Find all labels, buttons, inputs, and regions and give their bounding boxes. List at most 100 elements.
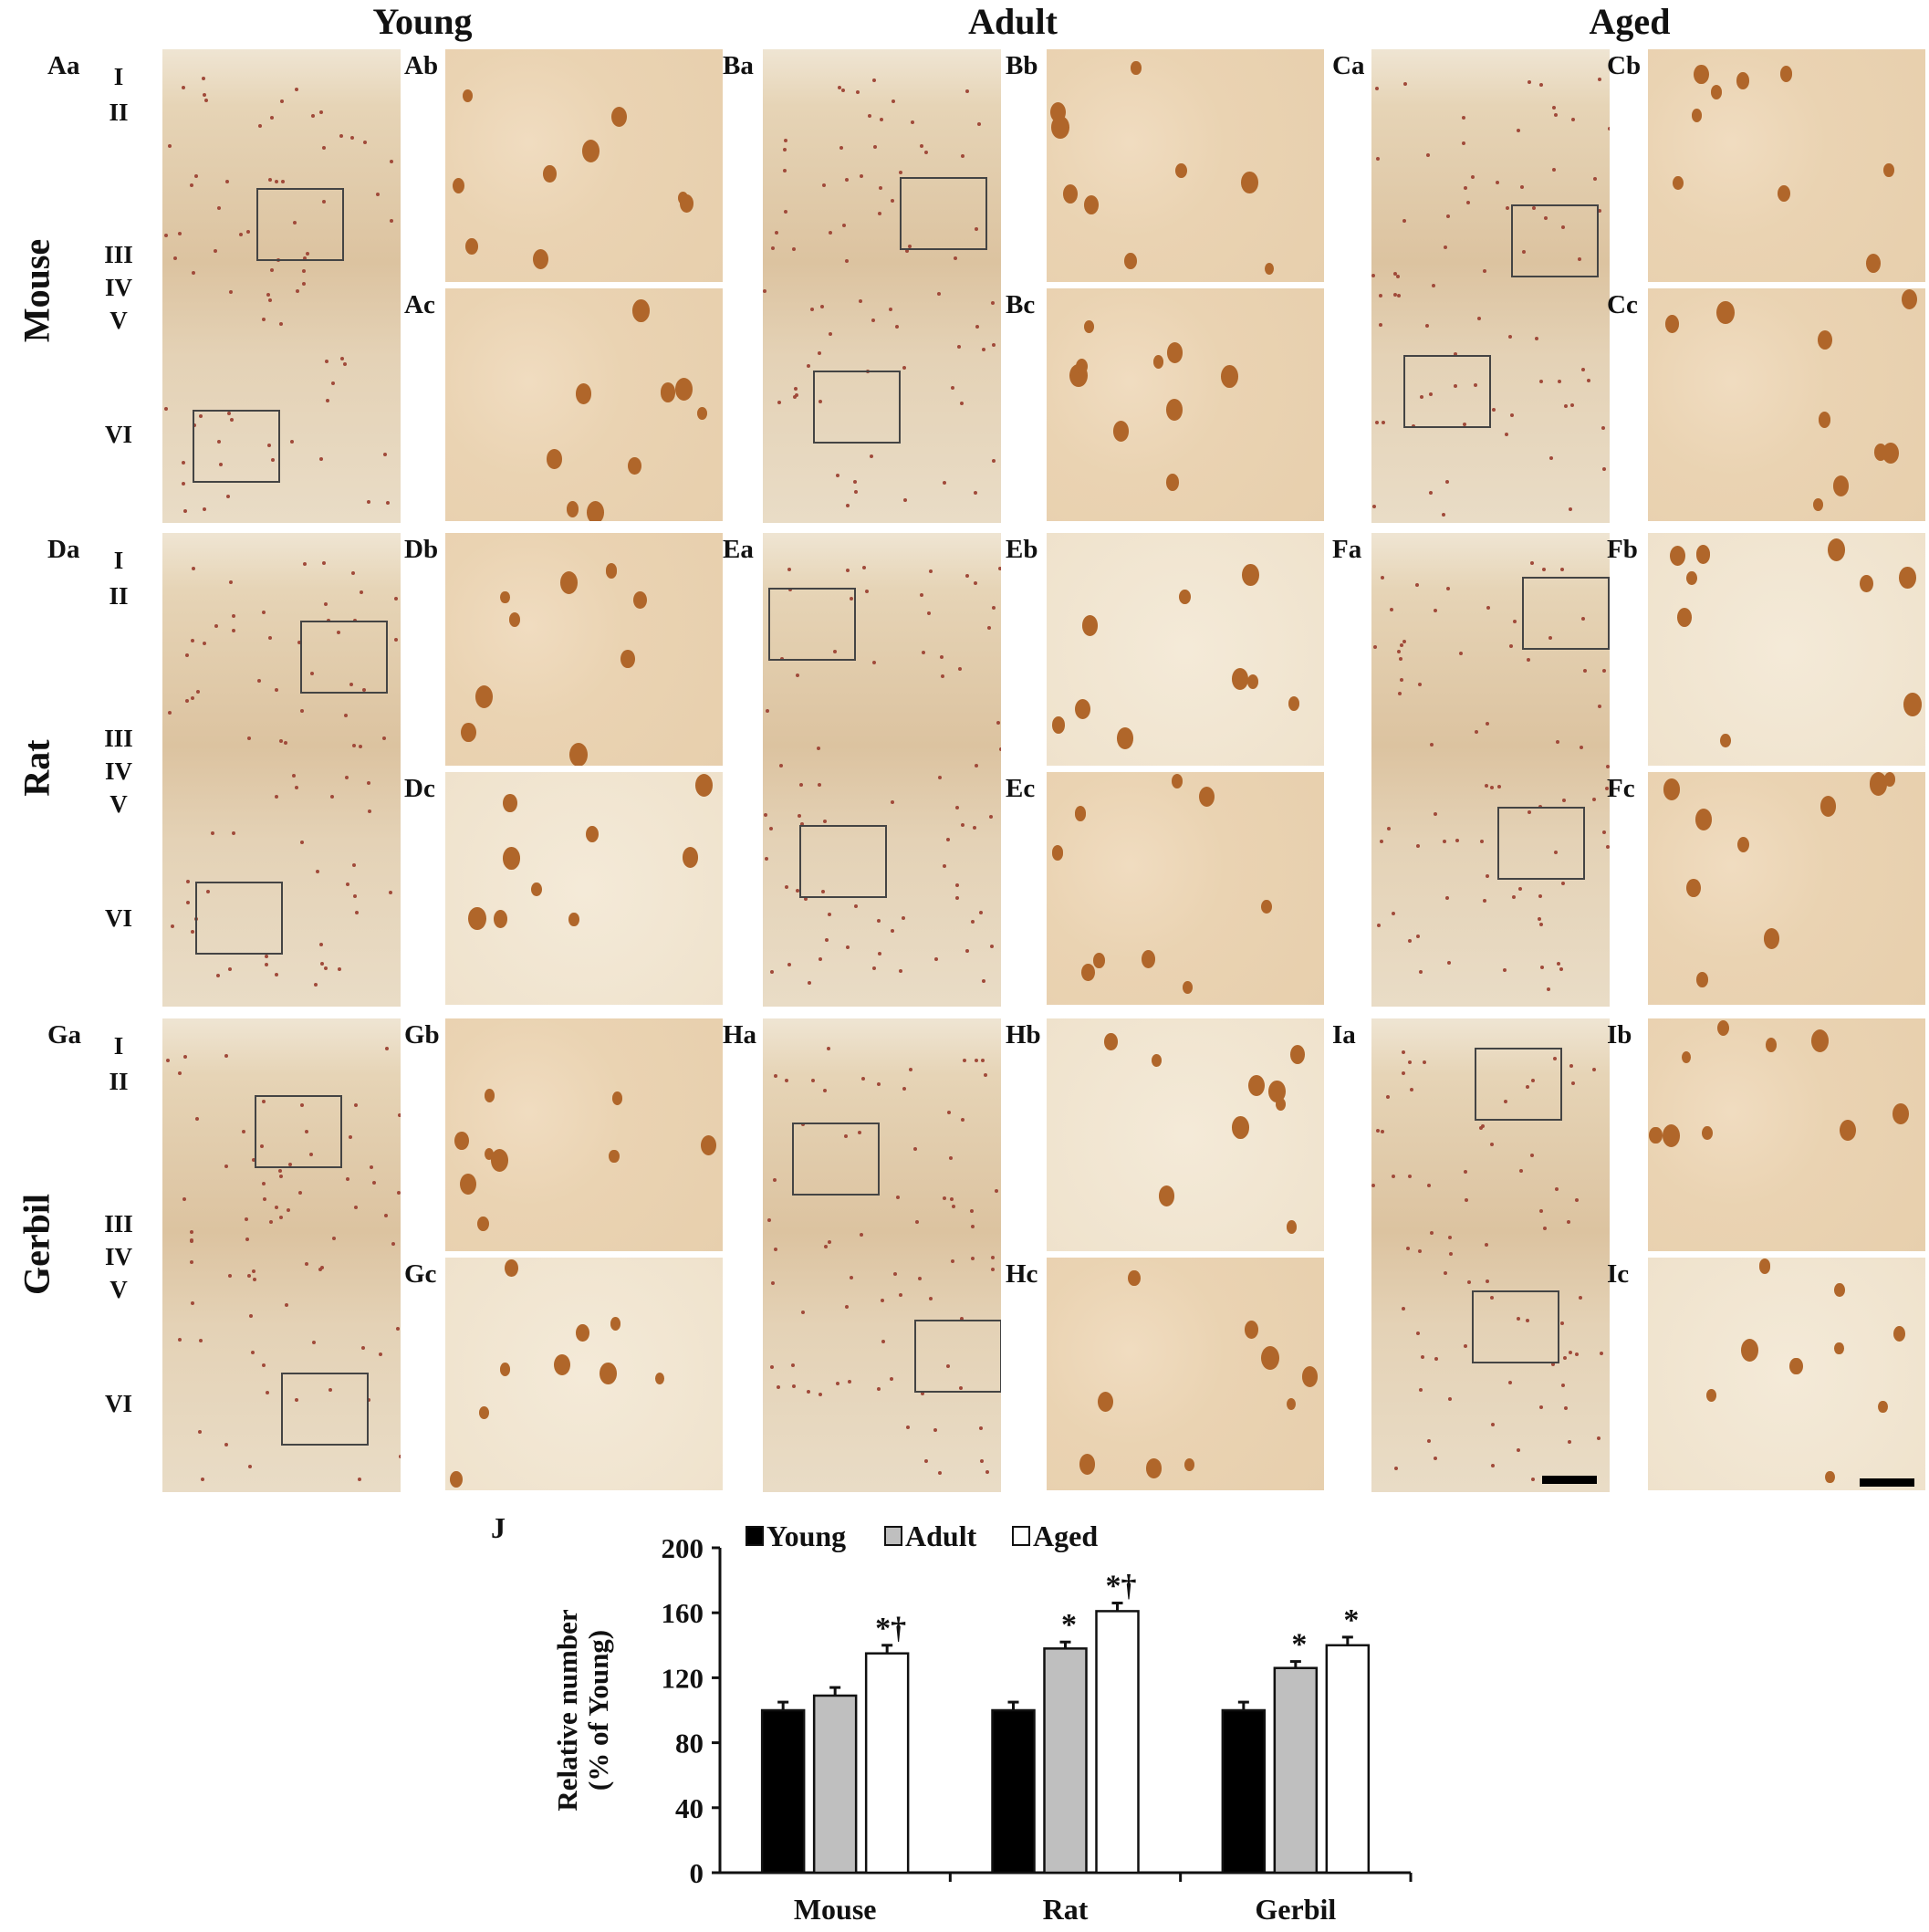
stained-cell <box>362 688 367 692</box>
stained-cell <box>297 640 301 644</box>
stained-cell <box>1406 1246 1411 1250</box>
stained-cell <box>1552 168 1557 172</box>
panel-label: Ac <box>404 290 435 319</box>
stained-cell <box>982 978 986 983</box>
stained-cell <box>384 1047 389 1051</box>
stained-cell <box>1491 408 1496 413</box>
stained-cell <box>1490 1295 1495 1300</box>
magnified-micrograph <box>445 288 723 521</box>
stained-cell <box>245 229 250 234</box>
stained-cell <box>871 966 876 970</box>
stained-cell <box>357 1477 361 1481</box>
stained-cell <box>1420 1355 1424 1360</box>
neuron <box>1112 420 1130 442</box>
stained-cell <box>203 98 208 102</box>
stained-cell <box>288 1162 293 1166</box>
neuron <box>543 164 557 183</box>
neuron <box>1779 66 1793 82</box>
neuron <box>605 563 618 579</box>
stained-cell <box>1398 656 1402 661</box>
stained-cell <box>1392 272 1397 277</box>
legend-label: Adult <box>905 1519 977 1552</box>
layer-label: I <box>113 547 124 574</box>
stained-cell <box>876 918 881 923</box>
neuron <box>1183 1457 1194 1472</box>
legend-swatch <box>884 1526 902 1546</box>
stained-cell <box>1582 668 1587 673</box>
stained-cell <box>281 179 286 183</box>
stained-cell <box>1553 1057 1558 1061</box>
neuron <box>1818 412 1831 428</box>
stained-cell <box>766 708 770 713</box>
neuron <box>1265 262 1275 275</box>
stained-cell <box>937 291 942 296</box>
stained-cell <box>191 929 195 934</box>
neuron <box>1268 1081 1287 1103</box>
neuron <box>1171 774 1183 789</box>
magnified-micrograph <box>1648 49 1925 282</box>
neuron <box>1098 1392 1114 1413</box>
stained-cell <box>349 1134 353 1139</box>
stained-cell <box>983 1073 987 1078</box>
stained-cell <box>1527 810 1531 815</box>
neuron <box>655 1372 665 1385</box>
stained-cell <box>1371 504 1376 508</box>
stained-cell <box>268 178 273 183</box>
stained-cell <box>168 710 172 715</box>
neuron <box>499 1363 511 1376</box>
stained-cell <box>247 736 252 741</box>
stained-cell <box>292 773 297 778</box>
stained-cell <box>1445 479 1450 484</box>
magnified-micrograph <box>445 1018 723 1251</box>
stained-cell <box>945 838 950 842</box>
stained-cell <box>1548 635 1553 640</box>
neuron <box>575 383 592 405</box>
stained-cell <box>800 1310 805 1314</box>
stained-cell <box>784 1078 788 1082</box>
stained-cell <box>965 89 970 93</box>
stained-cell <box>811 1078 816 1082</box>
neuron <box>453 178 465 194</box>
stained-cell <box>975 325 980 329</box>
stained-cell <box>902 915 906 920</box>
neuron <box>1074 698 1091 720</box>
stained-cell <box>1463 1170 1467 1175</box>
neuron <box>610 106 627 128</box>
stained-cell <box>839 146 843 151</box>
stained-cell <box>1569 402 1574 407</box>
stained-cell <box>201 77 205 81</box>
stained-cell <box>1402 218 1406 223</box>
stained-cell <box>228 289 233 294</box>
neuron <box>463 89 474 102</box>
stained-cell <box>1563 1355 1568 1360</box>
stained-cell <box>970 1208 975 1213</box>
stained-cell <box>1511 895 1516 900</box>
inset-box <box>281 1373 369 1446</box>
neuron <box>1165 474 1180 492</box>
y-tick-label: 160 <box>662 1597 704 1629</box>
stained-cell <box>1474 729 1478 734</box>
stained-cell <box>777 401 781 405</box>
stained-cell <box>1381 1130 1385 1134</box>
stained-cell <box>881 1340 885 1344</box>
stained-cell <box>872 144 877 149</box>
stained-cell <box>290 439 295 444</box>
scale-bar <box>1860 1478 1914 1487</box>
stained-cell <box>787 963 791 967</box>
stained-cell <box>394 638 399 642</box>
overview-micrograph <box>162 533 401 1007</box>
stained-cell <box>799 821 804 826</box>
stained-cell <box>244 1217 248 1222</box>
inset-box <box>914 1320 1001 1393</box>
stained-cell <box>1566 1219 1570 1224</box>
stained-cell <box>190 1238 194 1242</box>
stained-cell <box>868 114 872 119</box>
inset-box <box>255 1095 342 1168</box>
neuron <box>1286 1397 1296 1410</box>
neuron <box>1165 399 1183 421</box>
stained-cell <box>165 1059 170 1063</box>
neuron <box>1820 795 1837 817</box>
stained-cell <box>1526 1319 1530 1323</box>
neuron <box>1158 1185 1175 1206</box>
